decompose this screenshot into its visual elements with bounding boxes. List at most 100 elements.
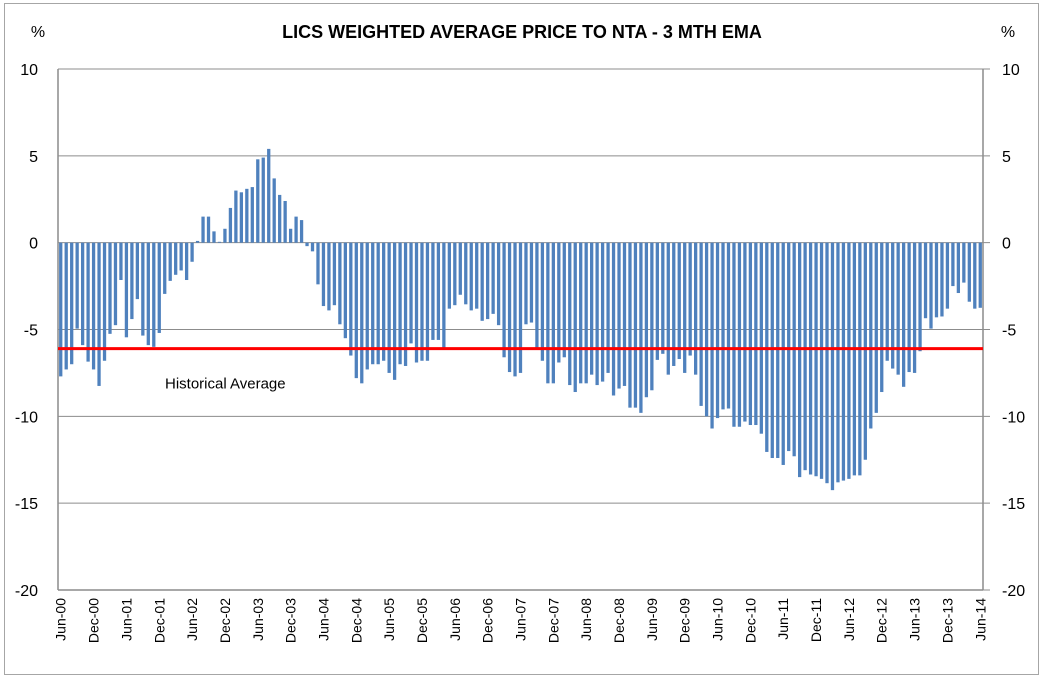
bar [174, 242, 178, 275]
bar [119, 242, 123, 281]
bar [184, 242, 189, 281]
bar [70, 242, 74, 365]
bar [535, 242, 539, 349]
bar [945, 242, 950, 309]
bar [918, 242, 922, 352]
bar [135, 242, 140, 300]
bar-series [59, 148, 982, 491]
bar [332, 242, 337, 306]
bar [64, 242, 68, 370]
bar [891, 242, 895, 369]
bar [409, 242, 413, 344]
bar [217, 241, 222, 243]
y-tick-label-left: -5 [24, 323, 38, 340]
bar [584, 242, 588, 384]
bar [557, 242, 561, 363]
bar [808, 242, 813, 475]
bar [398, 242, 402, 365]
bar [666, 242, 670, 375]
x-tick-label: Jun-10 [710, 598, 726, 641]
bar [973, 242, 977, 309]
x-tick-label: Jun-01 [118, 598, 134, 641]
historical-average-label: Historical Average [165, 376, 286, 393]
y-tick-label-left: 5 [29, 149, 38, 166]
bar [781, 242, 785, 465]
bar [546, 242, 550, 384]
x-tick-label: Jun-02 [184, 598, 200, 641]
bar [841, 242, 846, 481]
bar [86, 242, 90, 362]
bar [469, 242, 473, 311]
bar [513, 242, 517, 377]
y-tick-label-right: 10 [1002, 62, 1020, 79]
x-tick-label: Dec-01 [151, 598, 167, 643]
bar [650, 242, 654, 391]
x-tick-label: Jun-06 [447, 598, 463, 641]
bar [962, 242, 966, 283]
x-tick-label: Jun-03 [250, 598, 266, 641]
bar [80, 242, 85, 346]
bar [97, 242, 101, 386]
bar [179, 242, 183, 271]
bar [923, 242, 928, 319]
bar [726, 242, 731, 409]
bar [901, 242, 906, 387]
bar [387, 242, 391, 373]
x-tick-label: Dec-13 [939, 598, 955, 643]
x-tick-label: Dec-04 [348, 598, 364, 643]
bar [633, 242, 638, 408]
bar [491, 242, 495, 314]
bar [787, 242, 791, 452]
x-tick-label: Dec-05 [414, 598, 430, 643]
x-tick-label: Dec-02 [217, 598, 233, 643]
bar [590, 242, 594, 375]
bar [754, 242, 758, 426]
x-tick-label: Jun-00 [53, 598, 69, 641]
bar [288, 228, 293, 243]
bar [458, 242, 462, 295]
x-tick-label: Jun-09 [644, 598, 660, 641]
bar [305, 242, 309, 247]
bar [343, 242, 347, 339]
bar [600, 242, 605, 382]
bar [568, 242, 572, 386]
bar [683, 242, 687, 373]
x-tick-label: Dec-00 [86, 598, 102, 643]
chart-frame [4, 3, 1039, 675]
y-tick-label-right: 5 [1002, 149, 1011, 166]
bar [885, 242, 889, 361]
bar [475, 242, 479, 309]
bar [748, 242, 753, 426]
bar [644, 242, 649, 398]
bar [91, 242, 96, 370]
bar [261, 157, 265, 243]
bar [464, 242, 468, 305]
bar [190, 242, 194, 262]
axes [57, 69, 984, 591]
bar [245, 188, 249, 243]
bar [819, 242, 824, 479]
y-tick-labels: 10 10 5 5 0 0 -5 -5 -10 -10 -15 -15 -20 -20 [15, 62, 1025, 600]
bar [573, 242, 577, 393]
bar [130, 242, 134, 320]
bar [562, 242, 566, 358]
y-tick-label-right: -5 [1002, 323, 1016, 340]
bar [146, 242, 150, 346]
bar [956, 242, 961, 294]
bar [951, 242, 955, 287]
bar [502, 242, 506, 358]
bar [929, 242, 933, 329]
bar [858, 242, 862, 476]
bar [715, 242, 720, 419]
y-tick-label-left: 0 [29, 236, 38, 253]
bar [967, 242, 971, 302]
bar [677, 242, 681, 360]
bar [480, 242, 484, 321]
bar [704, 242, 709, 417]
bar [743, 242, 747, 422]
bar [661, 242, 665, 354]
bar [776, 242, 780, 459]
bar [239, 192, 243, 243]
gridlines [58, 68, 990, 591]
